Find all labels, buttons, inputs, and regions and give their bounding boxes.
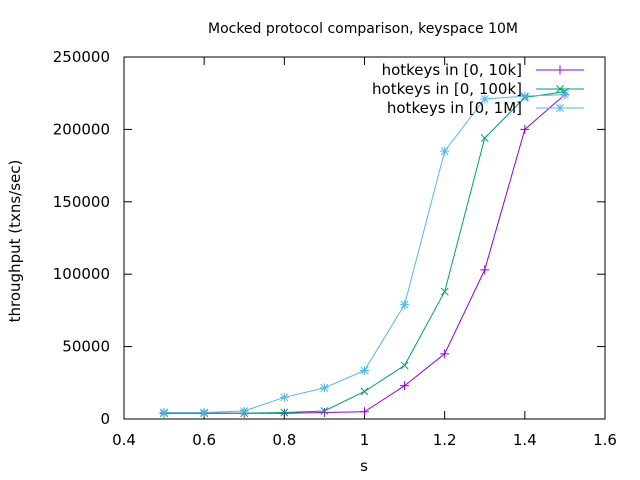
data-point bbox=[480, 134, 489, 143]
legend-marker bbox=[555, 65, 565, 75]
data-point bbox=[239, 406, 249, 416]
data-point bbox=[440, 146, 450, 156]
x-tick-label: 0.6 bbox=[192, 431, 216, 449]
x-axis-label: s bbox=[360, 457, 368, 475]
data-point bbox=[360, 387, 369, 396]
series-line-2 bbox=[164, 91, 565, 414]
y-tick-label: 250000 bbox=[53, 48, 110, 66]
y-tick-label: 0 bbox=[100, 410, 110, 428]
legend-label: hotkeys in [0, 1M] bbox=[387, 99, 522, 117]
data-point bbox=[320, 407, 329, 415]
data-point bbox=[400, 300, 410, 310]
data-point bbox=[280, 408, 289, 417]
plot-area: 0.4 0.6 0.8 1 1.2 1.4 1.6 0 50000 100000 150000 200… bbox=[53, 48, 617, 449]
y-tick-label: 200000 bbox=[53, 120, 110, 138]
data-point bbox=[319, 383, 329, 393]
x-tick-label: 1.4 bbox=[513, 431, 537, 449]
y-axis-label-group: throughput (txns/sec) bbox=[6, 160, 24, 323]
legend-label: hotkeys in [0, 100k] bbox=[372, 80, 522, 98]
y-axis-label: throughput (txns/sec) bbox=[6, 160, 24, 323]
data-point bbox=[440, 349, 450, 359]
y-tick-label: 100000 bbox=[53, 265, 110, 283]
data-point bbox=[159, 407, 169, 417]
y-tick-label: 150000 bbox=[53, 193, 110, 211]
data-point bbox=[480, 265, 490, 275]
x-tick-label: 0.4 bbox=[112, 431, 136, 449]
legend-marker bbox=[556, 85, 564, 93]
x-tick-label: 0.8 bbox=[272, 431, 296, 449]
data-point bbox=[520, 124, 530, 134]
y-tick-label: 50000 bbox=[62, 338, 110, 356]
data-point bbox=[319, 407, 329, 417]
data-point bbox=[440, 287, 449, 296]
x-tick-label: 1.6 bbox=[593, 431, 617, 449]
data-point bbox=[480, 94, 490, 104]
data-point bbox=[520, 91, 530, 101]
data-point bbox=[360, 407, 369, 417]
data-point bbox=[400, 361, 409, 370]
x-tick-label: 1 bbox=[360, 431, 370, 449]
chart-title: Mocked protocol comparison, keyspace 10M bbox=[208, 21, 518, 37]
series-line-1 bbox=[164, 94, 566, 414]
data-point bbox=[199, 407, 209, 417]
series-line-3 bbox=[164, 94, 565, 413]
data-point bbox=[360, 365, 369, 375]
legend: hotkeys in [0, 10k]hotkeys in [0, 100k]h… bbox=[372, 61, 584, 117]
data-point bbox=[279, 392, 289, 402]
legend-marker bbox=[555, 103, 565, 113]
data-point bbox=[400, 381, 410, 391]
data-point bbox=[279, 408, 289, 418]
plot-border bbox=[123, 56, 606, 420]
x-tick-label: 1.2 bbox=[433, 431, 457, 449]
legend-label: hotkeys in [0, 10k] bbox=[382, 61, 522, 79]
data-point bbox=[560, 90, 570, 100]
